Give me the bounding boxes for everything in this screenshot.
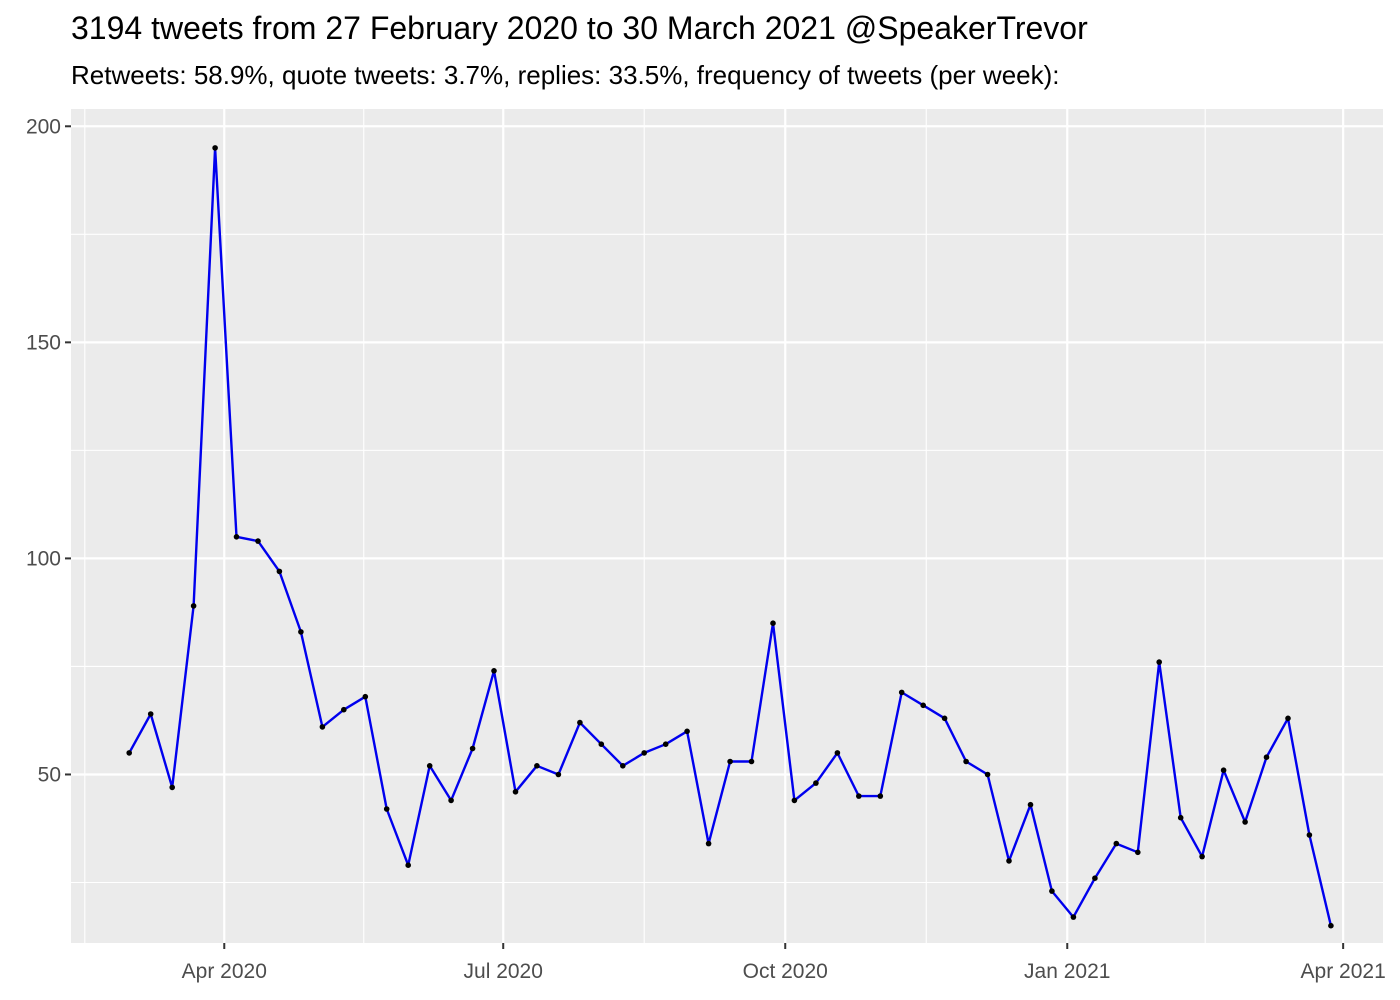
data-point [662,741,669,747]
data-point [448,797,454,804]
data-point [405,862,412,868]
data-point [362,693,369,700]
data-point [641,750,647,756]
data-point [233,534,240,540]
data-point [598,741,605,747]
data-point [898,689,905,696]
chart-title: 3194 tweets from 27 February 2020 to 30 … [71,10,1088,46]
data-point [426,763,433,769]
x-tick-label: Jul 2020 [464,960,543,983]
data-point [1006,858,1012,864]
y-tick-label: 50 [38,763,61,786]
data-point [1306,832,1313,838]
data-point [963,758,969,765]
data-point [791,797,798,804]
data-point [1156,659,1162,665]
data-point [555,771,562,778]
x-tick-label: Oct 2020 [743,960,828,983]
data-point [1199,853,1205,860]
data-point [1092,875,1098,881]
data-point [319,724,326,730]
x-tick-label: Apr 2020 [182,960,267,983]
data-point [770,620,776,626]
data-point [1242,819,1248,825]
series-group [126,145,1334,929]
data-point [941,715,948,722]
data-point [684,728,690,735]
data-point [1263,754,1270,760]
data-point [1177,814,1184,821]
y-tick-label: 100 [26,547,61,570]
x-tick-label: Jan 2021 [1024,960,1110,983]
data-point [147,711,154,717]
data-point [1328,922,1334,929]
data-point [469,745,476,752]
chart-subtitle: Retweets: 58.9%, quote tweets: 3.7%, rep… [71,60,1060,90]
data-point [727,758,733,765]
data-point [1027,801,1034,808]
data-point [1220,767,1227,773]
data-point [341,706,347,713]
data-point [276,568,283,575]
data-point [856,793,862,799]
y-tick-label: 150 [26,331,61,354]
data-point [920,702,926,709]
data-point [190,603,197,609]
data-point [748,758,755,765]
data-point [1113,840,1120,847]
data-point [298,629,304,635]
data-point [813,780,819,786]
data-point [212,145,218,151]
data-point [491,668,497,674]
axes: Apr 2020 Jul 2020 Oct 2020 Jan 2021 Apr 2021… [26,115,1386,983]
data-point [169,784,175,791]
data-point [255,538,261,544]
data-point [705,840,712,847]
data-point [383,806,390,812]
plot-panel [71,109,1383,943]
y-tick-label: 200 [26,115,61,138]
x-tick-label: Apr 2021 [1301,960,1386,983]
data-point [620,763,626,769]
data-point [1049,888,1055,894]
data-point [577,719,583,726]
data-point [1070,914,1077,920]
data-point [126,750,132,756]
data-point [534,763,540,769]
minor-gridlines [71,109,1383,943]
data-point [512,789,519,795]
data-point [877,793,884,799]
data-point [834,750,841,756]
data-point [984,771,991,778]
major-gridlines [71,109,1383,943]
data-point [1135,849,1141,856]
data-point [1285,715,1291,722]
